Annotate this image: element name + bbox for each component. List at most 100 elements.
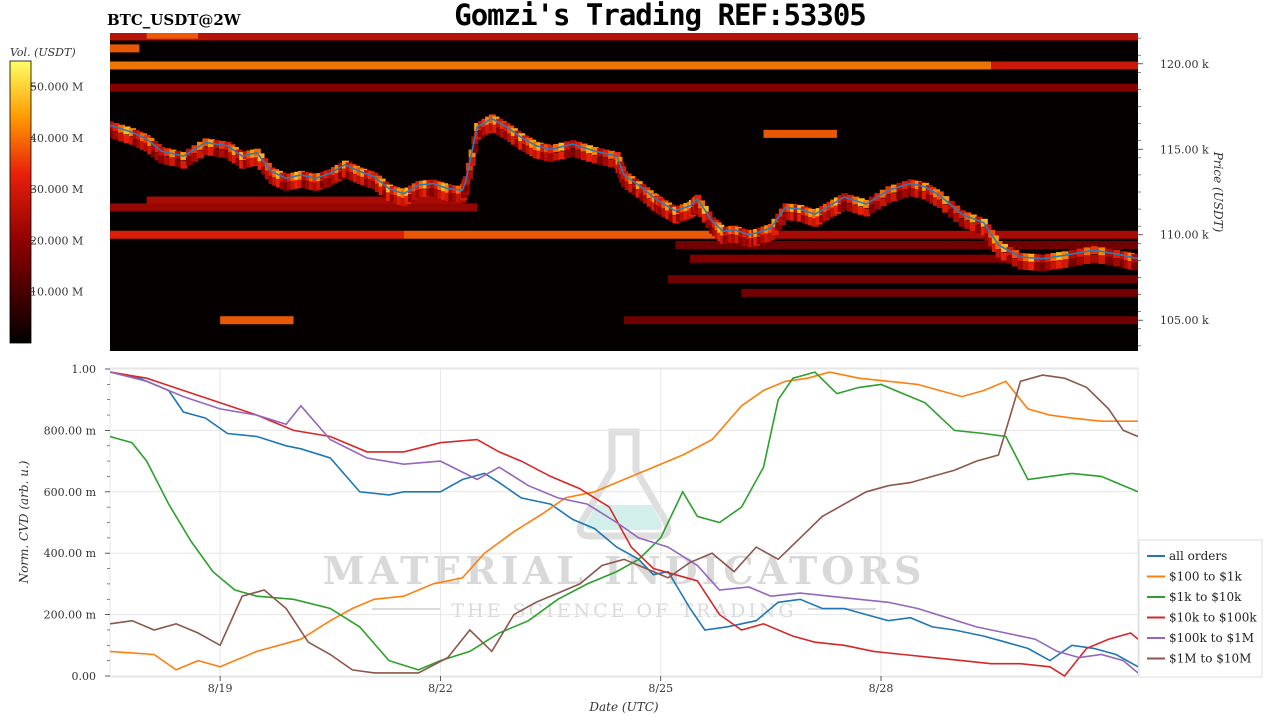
heatmap-cell xyxy=(657,206,665,215)
heatmap-cell xyxy=(154,152,162,161)
heatmap-cell xyxy=(789,212,797,221)
heatmap-cell xyxy=(543,152,551,161)
cvd-series-line xyxy=(110,371,1138,677)
cvd-series-line xyxy=(110,371,1138,671)
heatmap-cell xyxy=(118,133,126,142)
heatmap-cell xyxy=(1056,260,1064,269)
heatmap-cell xyxy=(890,193,898,202)
heatmap-cell xyxy=(110,129,114,138)
cvd-y-tick-label: 800.00 m xyxy=(44,424,97,437)
heatmap-cell xyxy=(933,197,941,206)
heatmap-cell xyxy=(742,238,750,247)
heatmap-cell xyxy=(202,146,210,155)
heatmap-cell xyxy=(235,158,243,167)
heatmap-cell xyxy=(628,184,636,193)
heatmap-cell xyxy=(819,214,827,223)
heatmap-cell xyxy=(705,220,713,229)
heatmap-cell xyxy=(430,188,438,196)
cvd-y-label: Norm. CVD (arb. u.) xyxy=(17,460,31,584)
heatmap-cell xyxy=(694,203,702,212)
heatmap-cell xyxy=(529,148,537,157)
heatmap-cell xyxy=(286,182,294,191)
heatmap-cell xyxy=(964,220,972,229)
heatmap-cell xyxy=(268,176,276,185)
heatmap-cell xyxy=(532,150,540,159)
heatmap-band xyxy=(220,316,294,325)
heatmap-cell xyxy=(400,198,408,207)
heatmap-band xyxy=(675,241,1138,249)
cvd-y-tick-label: 200.00 m xyxy=(44,609,97,622)
heatmap-cell xyxy=(815,216,823,225)
cvd-y-tick-label: 0.00 xyxy=(72,670,97,683)
heatmap-band xyxy=(110,44,140,53)
heatmap-cell xyxy=(753,237,761,246)
heatmap-cell xyxy=(323,179,331,188)
heatmap-cell xyxy=(907,188,915,196)
heatmap-cell xyxy=(942,204,950,213)
heatmap-cell xyxy=(547,153,555,162)
heatmap-cell xyxy=(250,158,258,167)
heatmap-cell xyxy=(767,232,775,241)
heatmap-cell xyxy=(463,184,471,193)
heatmap-cell xyxy=(1068,258,1076,267)
heatmap-cell xyxy=(731,234,739,243)
cvd-series-line xyxy=(110,371,1138,668)
heatmap-cell xyxy=(279,181,287,190)
heatmap-cell xyxy=(297,179,305,188)
heatmap-cell xyxy=(242,159,250,168)
price-tick-label: 110.00 k xyxy=(1160,229,1209,242)
colorbar-tick-label: 30.000 M xyxy=(30,183,83,196)
heatmap-cell xyxy=(922,191,930,200)
chart-title: Gomzi's Trading REF:53305 xyxy=(454,0,867,32)
heatmap-cell xyxy=(518,141,526,150)
heatmap-cell xyxy=(452,193,460,202)
heatmap-band xyxy=(741,288,1138,297)
heatmap-cell xyxy=(514,139,522,148)
heatmap-cell xyxy=(455,194,463,203)
heatmap-band xyxy=(763,129,837,138)
heatmap-cell xyxy=(676,214,684,223)
heatmap-cell xyxy=(874,201,882,210)
heatmap-cell xyxy=(301,180,309,189)
legend-label: $100 to $1k xyxy=(1169,570,1242,584)
heatmap-cell xyxy=(375,184,383,193)
heatmap-cell xyxy=(879,198,887,207)
heatmap-cell xyxy=(485,125,493,134)
heatmap-cell xyxy=(760,235,768,244)
heatmap-cell xyxy=(1090,254,1098,263)
heatmap-cell xyxy=(661,208,669,217)
heatmap-cell xyxy=(305,181,313,190)
cvd-x-tick-label: 8/19 xyxy=(208,682,233,695)
heatmap-cell xyxy=(246,158,254,167)
heatmap-cell xyxy=(846,203,854,212)
heatmap-cell xyxy=(253,157,261,166)
heatmap-cell xyxy=(334,173,342,182)
heatmap-band xyxy=(690,254,1138,263)
symbol-label: BTC_USDT@2W xyxy=(107,11,241,29)
cvd-x-tick-label: 8/22 xyxy=(428,682,453,695)
heatmap-cell xyxy=(411,191,419,200)
heatmap-cell xyxy=(341,169,349,178)
heatmap-band xyxy=(110,230,404,239)
cvd-series-line xyxy=(110,371,1138,674)
heatmap-cell xyxy=(386,193,394,202)
heatmap-cell xyxy=(275,179,283,188)
heatmap-cell xyxy=(468,158,476,167)
cvd-y-tick-label: 600.00 m xyxy=(44,486,97,499)
colorbar-ticks: 10.000 M 20.000 M 30.000 M 40.000 M 50.000 M xyxy=(30,81,83,299)
heatmap-cell xyxy=(569,148,577,157)
heatmap-cell xyxy=(868,205,876,214)
colorbar-tick-label: 10.000 M xyxy=(30,286,83,299)
heatmap-cell xyxy=(474,131,482,140)
heatmap-cell xyxy=(984,232,992,241)
heatmap-cell xyxy=(419,189,427,198)
cvd-x-tick-label: 8/25 xyxy=(648,682,673,695)
heatmap-cell xyxy=(764,233,772,242)
heatmap-cell xyxy=(207,147,215,156)
heatmap-cell xyxy=(426,188,434,197)
heatmap-cell xyxy=(833,205,841,214)
heatmap-cell xyxy=(683,211,691,220)
legend-label: $1k to $10k xyxy=(1169,590,1242,604)
heatmap-cell xyxy=(668,213,676,222)
heatmap-cell xyxy=(639,192,647,201)
